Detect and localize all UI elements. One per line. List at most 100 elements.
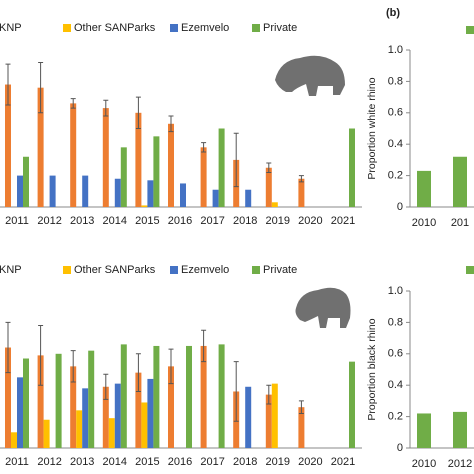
y-tick-label: 1.0: [388, 285, 403, 297]
bar: [70, 103, 77, 207]
bar: [88, 350, 95, 448]
bar: [245, 386, 252, 448]
bar: [147, 378, 154, 448]
x-tick-label: 2021: [331, 215, 355, 227]
legend-swatch: [63, 24, 71, 32]
x-tick-label: 2010: [412, 217, 436, 229]
x-tick-label: 201: [451, 217, 469, 229]
x-tick-label: 2012: [448, 458, 472, 470]
error-bar: [5, 63, 11, 106]
y-tick-label: 0.6: [388, 348, 403, 360]
bar: [102, 108, 109, 207]
legend-swatch: [170, 24, 178, 32]
bar: [453, 411, 467, 448]
legend-label: Other SANParks: [74, 22, 156, 34]
bar: [186, 345, 192, 448]
y-tick-label: 0.4: [388, 379, 403, 391]
x-tick-label: 2012: [37, 456, 61, 468]
x-tick-label: 2014: [103, 456, 127, 468]
x-tick-label: 2016: [168, 215, 192, 227]
bar: [218, 344, 225, 448]
legend-label: Private: [263, 22, 297, 34]
bar: [298, 407, 305, 448]
x-tick-label: 2018: [233, 456, 257, 468]
x-tick-label: 2010: [412, 458, 436, 470]
y-tick-label: 1.0: [388, 44, 403, 56]
bar: [76, 410, 83, 448]
y-tick-label: 0.2: [388, 411, 403, 423]
x-tick-label: 2011: [5, 215, 29, 227]
bar: [147, 180, 154, 207]
bar: [23, 358, 29, 448]
x-tick-label: 2013: [70, 456, 94, 468]
y-tick-label: 0.8: [388, 75, 403, 87]
error-bar: [201, 329, 207, 363]
x-tick-label: 2021: [331, 456, 355, 468]
bar: [120, 147, 127, 207]
error-bar: [168, 348, 174, 385]
rhino-icon: [295, 287, 351, 328]
y-tick-label: 0.2: [388, 170, 403, 182]
bar: [108, 418, 115, 448]
bar: [349, 128, 355, 207]
bar: [5, 84, 11, 207]
bar: [135, 112, 142, 207]
bar: [271, 383, 278, 448]
bar: [82, 175, 89, 207]
y-tick-label: 0.8: [388, 316, 403, 328]
bar: [70, 366, 77, 448]
bar: [417, 170, 431, 207]
error-bar: [233, 132, 239, 188]
bar: [153, 136, 160, 207]
x-tick-label: 2016: [168, 456, 192, 468]
legend-swatch: [63, 266, 71, 274]
bar: [82, 388, 89, 448]
legend-label: Ezemvelo: [181, 22, 229, 34]
bar: [180, 183, 186, 207]
legend-label: Private: [263, 264, 297, 276]
x-tick-label: 2012: [37, 215, 61, 227]
bar: [200, 345, 207, 448]
bar: [37, 355, 44, 448]
y-tick-label: 0: [397, 201, 403, 213]
error-bar: [298, 400, 304, 414]
bar: [11, 432, 17, 448]
bar: [298, 178, 305, 207]
x-tick-label: 2011: [5, 456, 29, 468]
bar: [114, 383, 121, 448]
bar: [141, 402, 148, 448]
error-bar: [103, 373, 109, 400]
x-tick-label: 2018: [233, 215, 257, 227]
bar: [349, 361, 355, 448]
panel-label: (b): [386, 7, 400, 19]
x-tick-label: 2014: [103, 215, 127, 227]
legend-label: Ezemvelo: [181, 264, 229, 276]
bar: [120, 344, 127, 448]
legend-swatch: [170, 266, 178, 274]
bar: [265, 167, 272, 207]
y-tick-label: 0.4: [388, 138, 403, 150]
bar: [55, 353, 62, 448]
error-bar: [5, 321, 11, 374]
bar: [5, 347, 11, 448]
error-bar: [38, 62, 44, 114]
bar: [17, 175, 23, 207]
bar: [135, 372, 142, 448]
y-axis-label: Proportion black rhino: [366, 318, 378, 420]
bar: [17, 377, 23, 448]
error-bar: [38, 325, 44, 386]
x-tick-label: 2013: [70, 215, 94, 227]
bar: [212, 189, 219, 207]
bar: [245, 189, 252, 207]
bar: [271, 202, 278, 207]
bar: [49, 175, 56, 207]
bar: [168, 123, 174, 207]
bar: [168, 366, 174, 448]
rhino-icon: [275, 55, 345, 96]
error-bar: [135, 96, 141, 129]
error-bar: [298, 175, 304, 183]
error-bar: [266, 162, 272, 173]
bar: [114, 178, 121, 207]
y-axis-label: Proportion white rhino: [366, 77, 378, 179]
